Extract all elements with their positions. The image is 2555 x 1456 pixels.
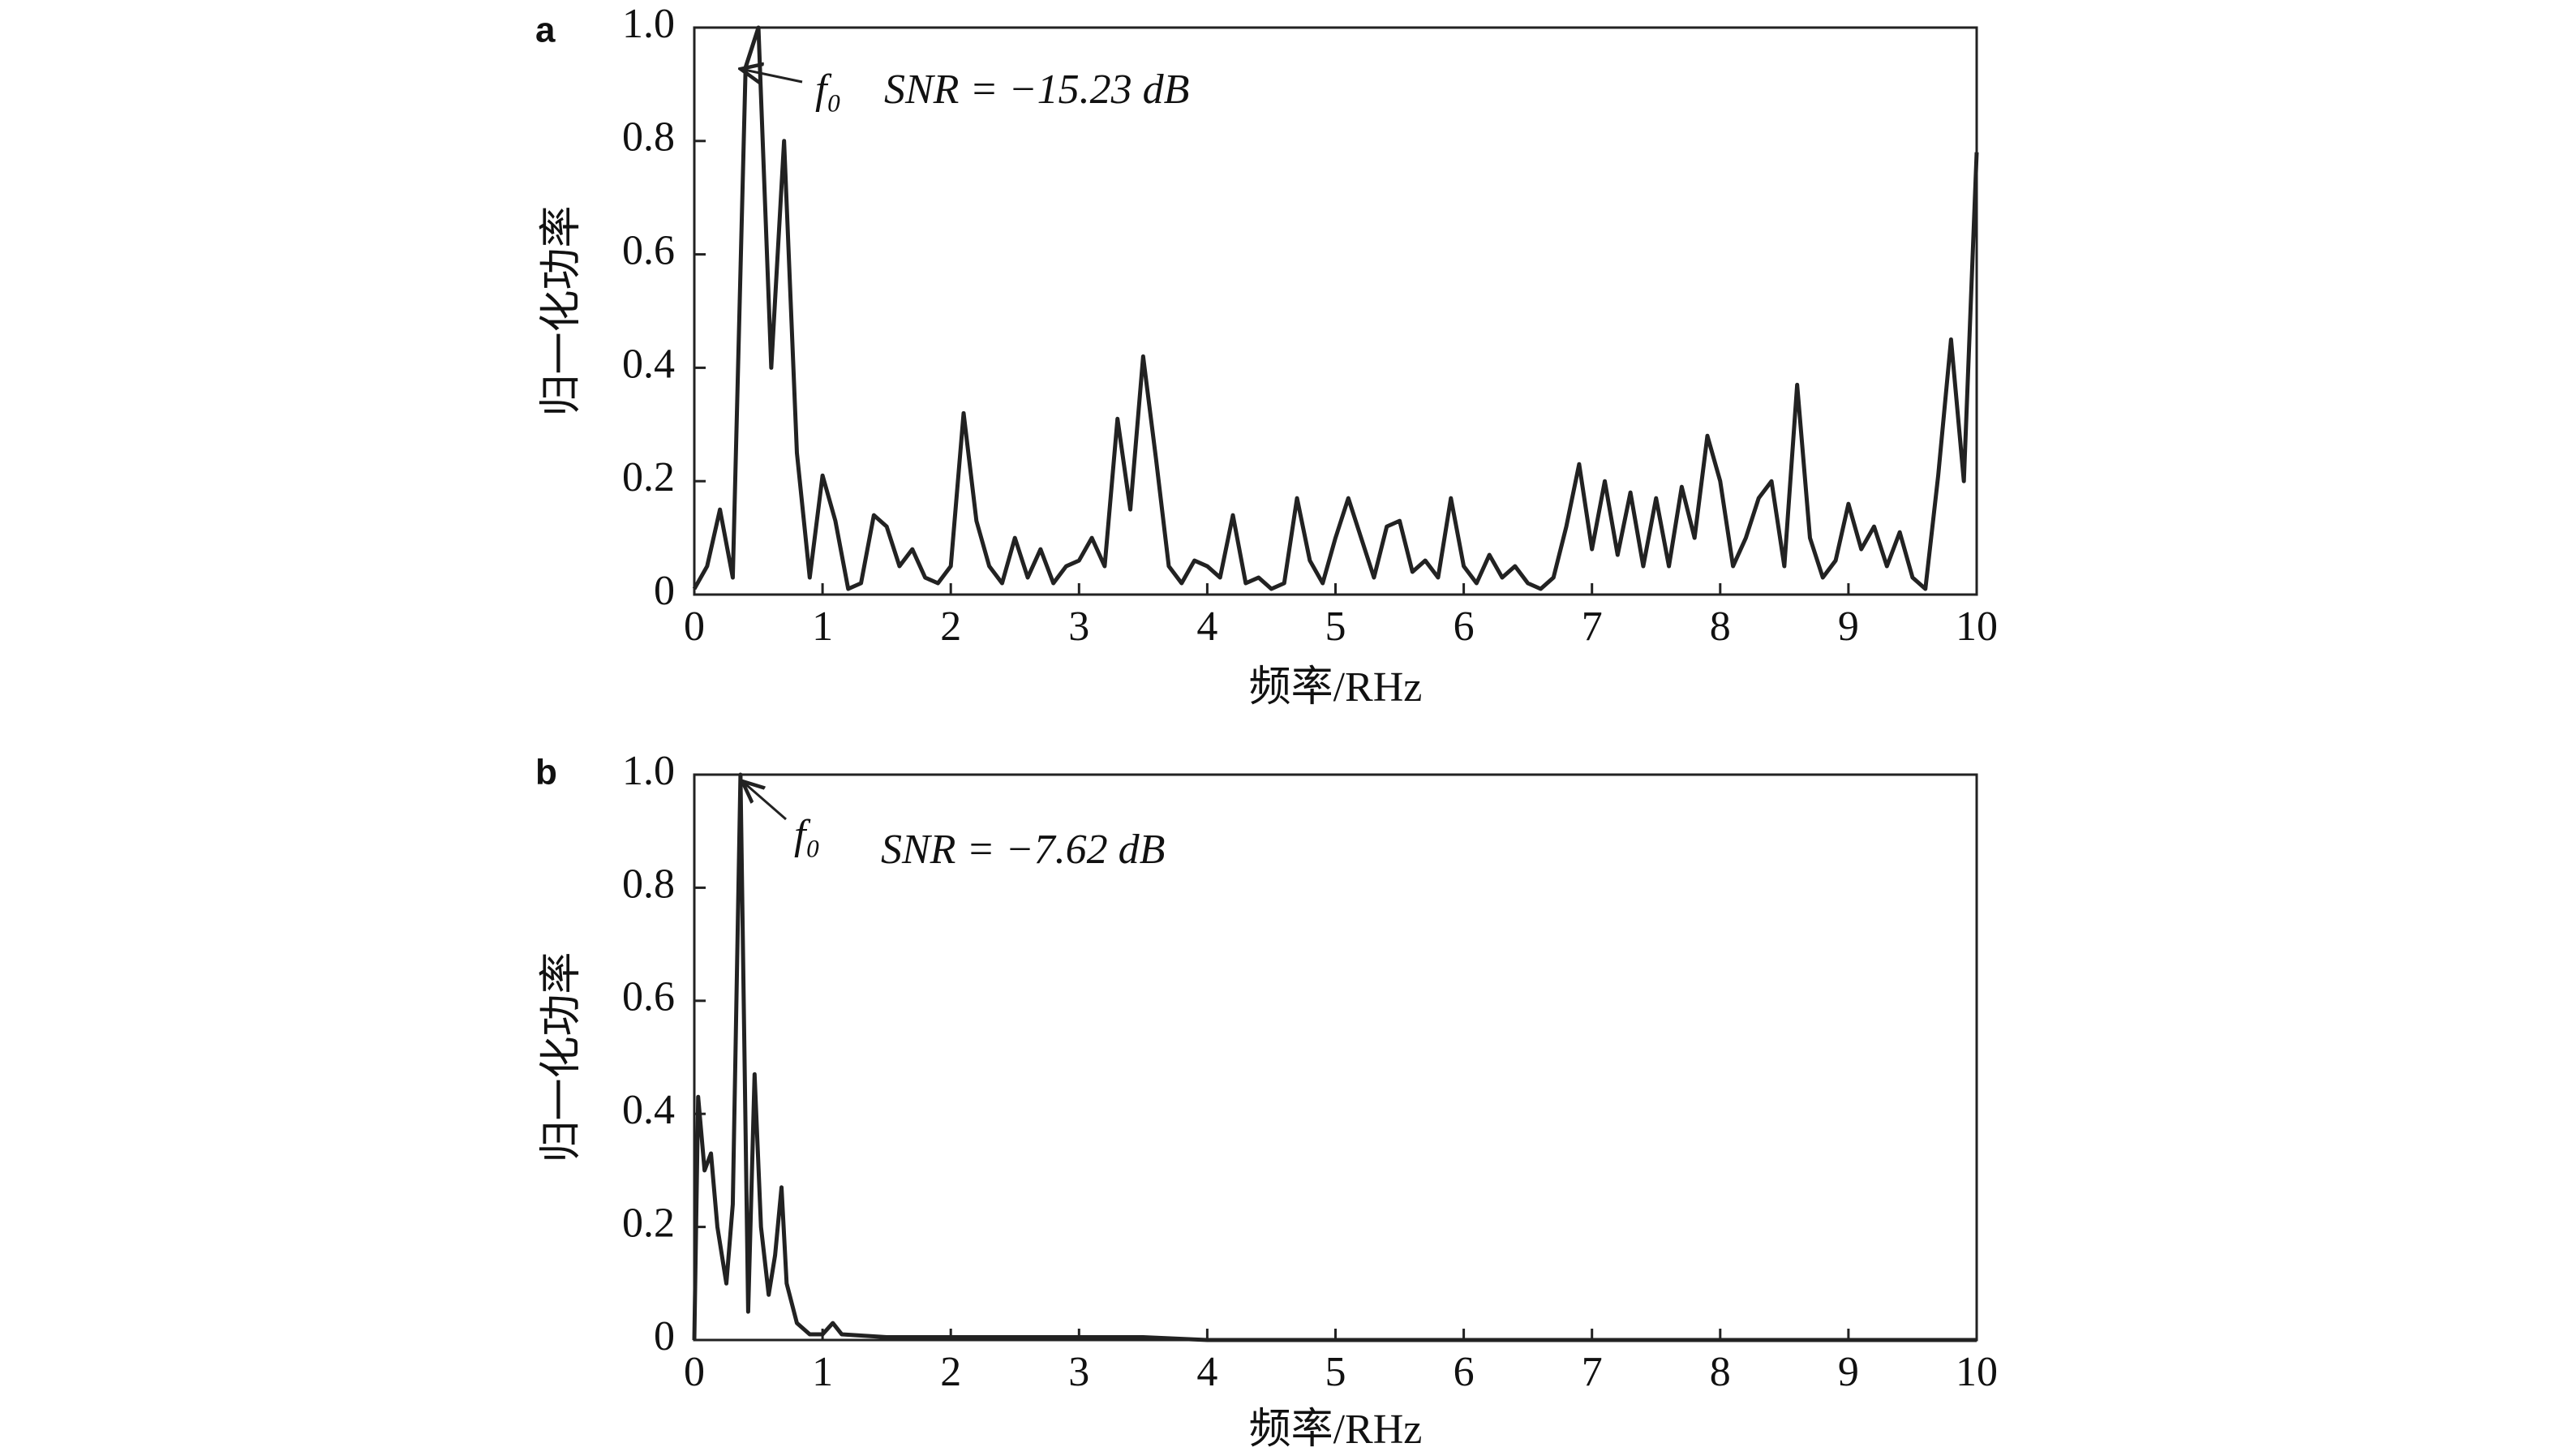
- annotation: SNR = −7.62 dB: [881, 827, 1165, 873]
- y-tick-label: 0.2: [622, 454, 675, 500]
- x-axis-label: 频率/RHz: [1249, 1407, 1423, 1453]
- x-tick-label: 6: [1454, 1349, 1475, 1395]
- y-tick-label: 0: [654, 568, 675, 614]
- x-tick-label: 2: [940, 603, 961, 650]
- x-tick-label: 8: [1710, 603, 1731, 650]
- y-tick-label: 0.4: [622, 1087, 675, 1133]
- x-tick-label: 7: [1582, 1349, 1603, 1395]
- annotation: f₀: [815, 67, 842, 113]
- x-tick-label: 1: [812, 603, 833, 650]
- x-tick-label: 5: [1325, 1349, 1346, 1395]
- x-tick-label: 1: [812, 1349, 833, 1395]
- y-tick-label: 0.6: [622, 228, 675, 274]
- y-tick-label: 0.8: [622, 114, 675, 161]
- panel-label: a: [535, 11, 556, 50]
- arrow: [742, 781, 787, 821]
- panel-label: b: [535, 753, 557, 792]
- y-tick-label: 1.0: [622, 748, 675, 794]
- x-tick-label: 8: [1710, 1349, 1731, 1395]
- x-axis-label: 频率/RHz: [1249, 664, 1423, 711]
- x-tick-label: 10: [1956, 603, 1998, 650]
- x-tick-label: 3: [1068, 603, 1089, 650]
- x-tick-label: 2: [940, 1349, 961, 1395]
- annotation: f₀: [794, 812, 821, 858]
- y-tick-label: 0: [654, 1313, 675, 1359]
- x-tick-label: 4: [1196, 1349, 1217, 1395]
- y-tick-label: 0.2: [622, 1200, 675, 1247]
- x-tick-label: 5: [1325, 603, 1346, 650]
- x-tick-label: 4: [1196, 603, 1217, 650]
- y-tick-label: 1.0: [622, 1, 675, 47]
- x-tick-label: 6: [1454, 603, 1475, 650]
- y-axis-label: 归一化功率: [539, 951, 585, 1162]
- x-tick-label: 0: [684, 1349, 705, 1395]
- x-tick-label: 10: [1956, 1349, 1998, 1395]
- x-tick-label: 7: [1582, 603, 1603, 650]
- arrow: [741, 69, 803, 82]
- data-line: [692, 772, 1977, 1342]
- y-tick-label: 0.4: [622, 341, 675, 387]
- x-tick-label: 9: [1838, 603, 1859, 650]
- annotation: SNR = −15.23 dB: [884, 67, 1189, 113]
- y-tick-label: 0.8: [622, 861, 675, 907]
- y-tick-label: 0.6: [622, 974, 675, 1020]
- data-line: [692, 25, 1979, 591]
- x-tick-label: 3: [1068, 1349, 1089, 1395]
- x-tick-label: 0: [684, 603, 705, 650]
- x-tick-label: 9: [1838, 1349, 1859, 1395]
- y-axis-label: 归一化功率: [539, 205, 585, 416]
